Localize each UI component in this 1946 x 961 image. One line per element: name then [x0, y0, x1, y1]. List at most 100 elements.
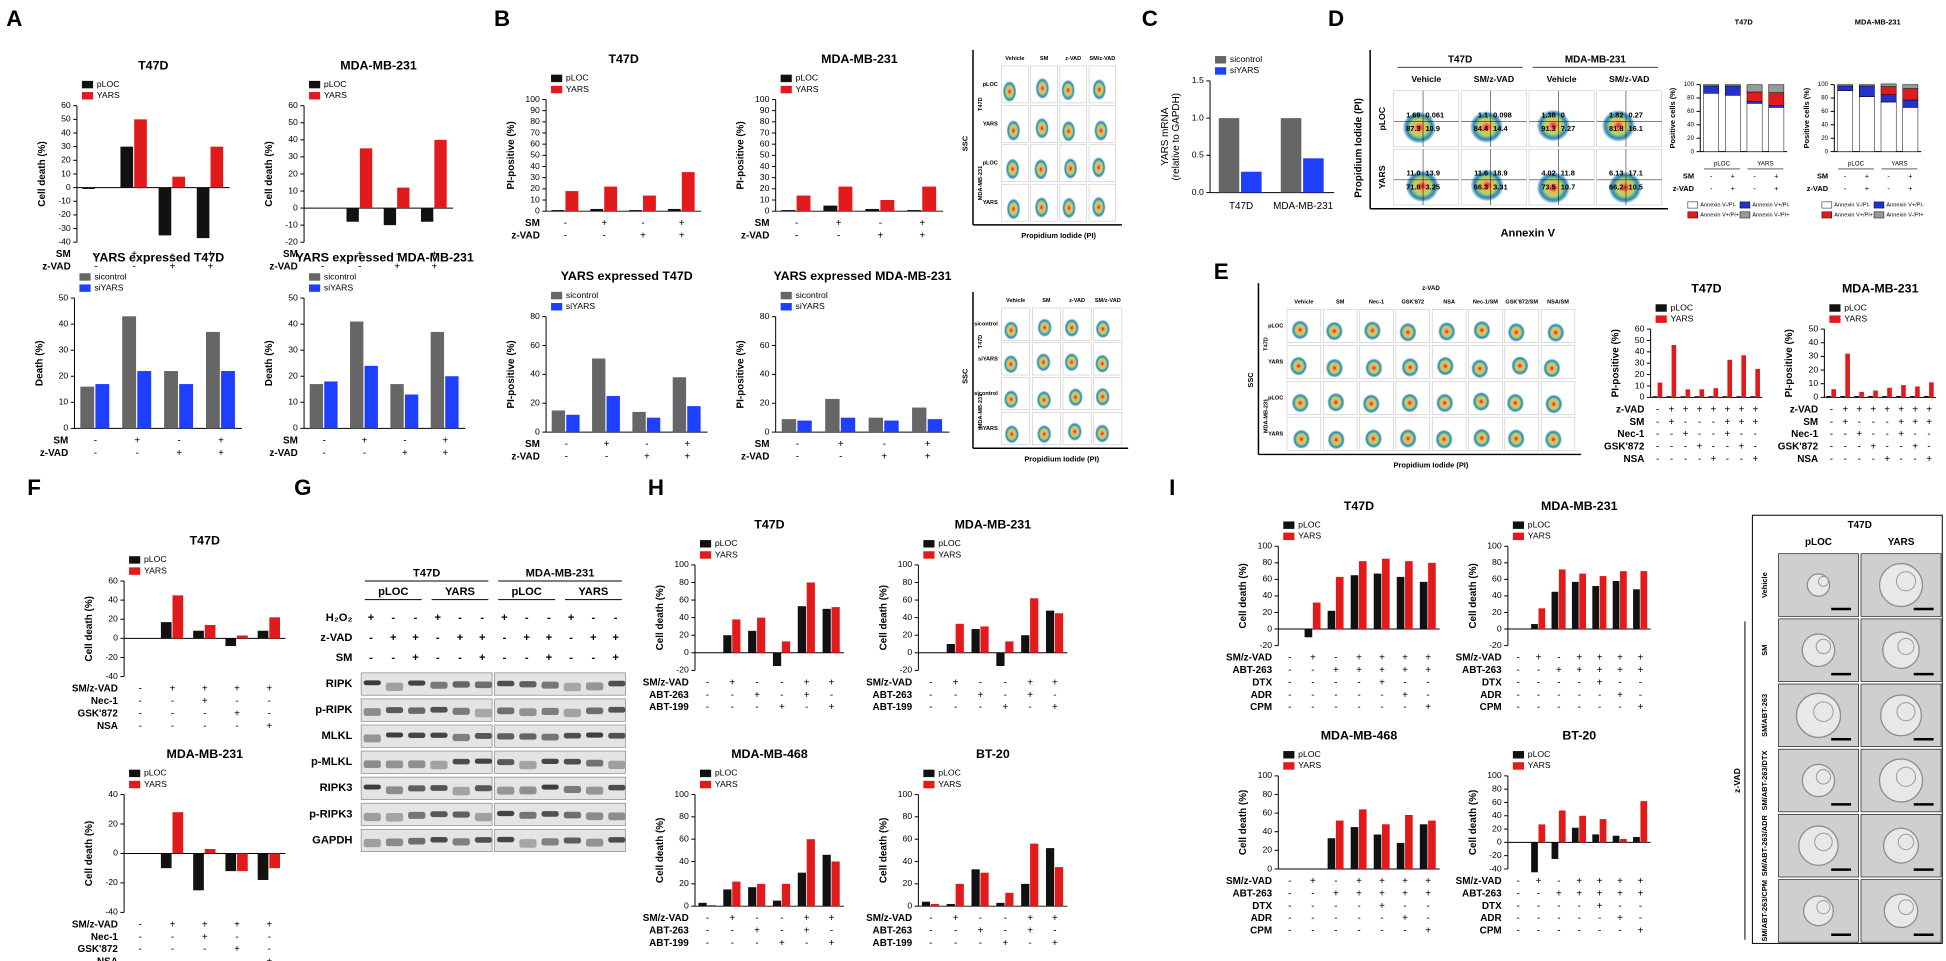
- bar: [1551, 591, 1559, 630]
- panel-letter: C: [1142, 6, 1158, 31]
- bar: [687, 406, 701, 433]
- quadrant-value: 81.8: [1609, 124, 1623, 133]
- legend-label: YARS: [144, 565, 167, 575]
- condition-mark: +: [1052, 938, 1058, 949]
- density-plot: [1036, 390, 1052, 410]
- bar-segment: [1880, 94, 1897, 103]
- condition-mark: +: [1752, 404, 1758, 415]
- condition-label: DTX: [1482, 677, 1502, 688]
- condition-mark: -: [1913, 429, 1916, 440]
- bar: [193, 853, 204, 891]
- y-tick-label: 50: [760, 150, 770, 160]
- condition-mark: +: [1597, 876, 1603, 887]
- condition-mark: -: [1618, 901, 1621, 912]
- blot-band: [452, 681, 470, 688]
- y-axis-label: PI-positive (%): [736, 121, 747, 189]
- blot-band: [519, 733, 537, 740]
- condition-mark: -: [645, 439, 648, 450]
- condition-mark: -: [1618, 926, 1621, 937]
- quadrant-value: 17.1: [1628, 169, 1642, 178]
- condition-mark: -: [235, 957, 238, 961]
- bar: [1327, 838, 1336, 869]
- quadrant-value: 11.8: [1561, 169, 1575, 178]
- y-tick-label: 20: [59, 371, 69, 381]
- condition-mark: -: [1740, 429, 1743, 440]
- blot-band: [363, 784, 381, 790]
- condition-mark: -: [1656, 404, 1659, 415]
- condition-mark: -: [1311, 926, 1314, 937]
- y-tick-label: 60: [1821, 108, 1828, 115]
- blot-band: [385, 682, 404, 691]
- density-plot: [1470, 111, 1503, 143]
- density-plot: [1436, 356, 1454, 376]
- density-plot: [1006, 120, 1021, 141]
- y-tick-label: 0: [765, 426, 770, 436]
- density-plot: [1326, 358, 1343, 378]
- bar: [880, 200, 895, 212]
- bar: [1551, 842, 1559, 859]
- condition-mark: -: [1426, 690, 1429, 701]
- legend-swatch: [1512, 762, 1525, 770]
- y-tick-label: 60: [61, 100, 71, 110]
- density-plot: [1006, 198, 1021, 220]
- bar: [1054, 867, 1064, 907]
- condition-label: SM: [755, 218, 770, 229]
- condition-mark: -: [1537, 926, 1540, 937]
- cell-line: T47D: [1448, 54, 1472, 65]
- y-tick-label: 100: [1487, 541, 1502, 551]
- condition-mark: +: [1597, 677, 1603, 688]
- condition-mark: +: [1597, 665, 1603, 676]
- y-tick-label: 40: [1262, 590, 1272, 600]
- condition-mark: -: [1380, 926, 1383, 937]
- bar: [840, 417, 856, 433]
- bar: [604, 186, 618, 212]
- condition-mark: -: [1004, 677, 1007, 688]
- condition-mark: +: [1912, 417, 1918, 428]
- condition-mark: +: [176, 448, 182, 459]
- condition-mark: -: [1858, 442, 1861, 453]
- condition-mark: -: [780, 677, 783, 688]
- bar: [912, 407, 927, 433]
- condition-mark: -: [979, 702, 982, 713]
- condition-label: SM: [283, 249, 298, 260]
- legend-swatch: [1829, 315, 1841, 323]
- quadrant-value: 0: [1561, 110, 1565, 119]
- bar: [210, 146, 224, 188]
- condition-label: z-VAD: [1673, 184, 1695, 193]
- density-plot: [1068, 388, 1083, 407]
- condition-label: SM: [525, 218, 540, 229]
- chart-title: MDA-MB-468: [1321, 728, 1398, 742]
- condition-mark: -: [1830, 417, 1833, 428]
- condition-mark: -: [1887, 171, 1890, 180]
- condition-mark: -: [1872, 454, 1875, 465]
- bar: [1620, 839, 1627, 843]
- density-plot: [1364, 429, 1382, 449]
- condition-mark: -: [1537, 702, 1540, 713]
- condition-mark: -: [929, 677, 932, 688]
- column-group: pLOC: [1848, 161, 1865, 168]
- row-label: SM/ABT-263/DTX: [1760, 751, 1769, 811]
- legend-swatch: [923, 780, 935, 789]
- condition-label: SM: [53, 435, 68, 446]
- blot-band: [563, 732, 582, 739]
- quadrant-value: 87.3: [1406, 124, 1420, 133]
- density-plot: [1094, 120, 1108, 141]
- condition-mark: -: [755, 677, 758, 688]
- bar: [955, 883, 964, 907]
- condition-mark: +: [925, 439, 931, 450]
- bar: [1666, 396, 1672, 398]
- row-label: YARS: [983, 121, 998, 127]
- y-tick-label: 30: [288, 344, 298, 354]
- condition-mark: +: [442, 435, 448, 446]
- density-plot: [1002, 81, 1017, 102]
- y-tick-label: 70: [760, 127, 770, 137]
- condition-mark: -: [805, 938, 808, 949]
- condition-mark: +: [1898, 417, 1904, 428]
- legend-swatch: [923, 769, 935, 778]
- condition-label: z-VAD: [511, 452, 539, 463]
- y-tick-label: 0: [1691, 148, 1695, 155]
- condition-mark: +: [953, 677, 959, 688]
- treatment-label: SM: [336, 652, 353, 664]
- bar: [1428, 562, 1436, 630]
